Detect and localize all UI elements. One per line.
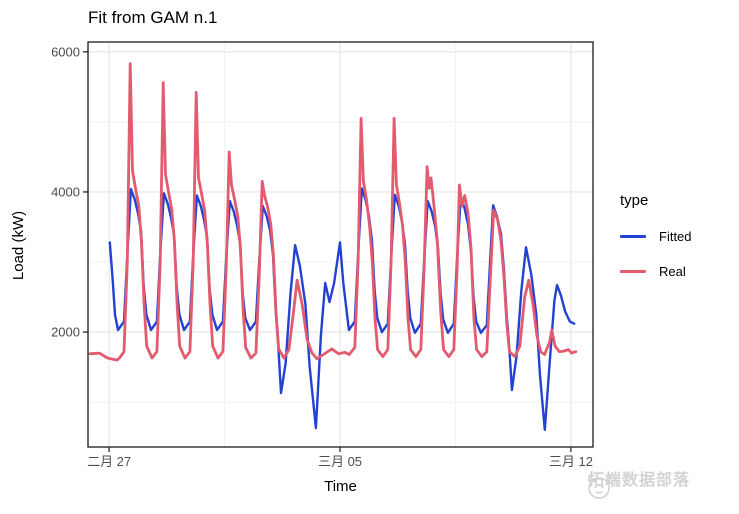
legend: type Fitted Real <box>620 192 692 293</box>
x-tick-label: 三月 12 <box>549 454 593 469</box>
legend-title: type <box>620 192 649 209</box>
plot-title: Fit from GAM n.1 <box>88 8 218 27</box>
x-axis-title: Time <box>324 478 357 495</box>
series-real-line <box>88 62 578 362</box>
y-tick-label: 4000 <box>51 184 80 199</box>
watermark: 拓端数据部落 <box>584 466 691 499</box>
x-tick-label: 三月 05 <box>318 454 362 469</box>
watermark-logo-icon <box>588 474 610 499</box>
x-tick-label: 二月 27 <box>87 454 131 469</box>
y-tick-label: 2000 <box>51 325 80 340</box>
legend-label-fitted: Fitted <box>659 228 692 244</box>
fitted-line-key-icon <box>620 234 646 238</box>
y-axis-title: Load (kW) <box>10 210 27 281</box>
legend-item-fitted: Fitted <box>620 223 692 249</box>
legend-label-real: Real <box>659 263 686 279</box>
real-line-key-icon <box>620 269 646 273</box>
y-tick-label: 6000 <box>51 44 80 59</box>
watermark-text: 拓端数据部落 <box>588 472 691 489</box>
legend-item-real: Real <box>620 258 692 284</box>
